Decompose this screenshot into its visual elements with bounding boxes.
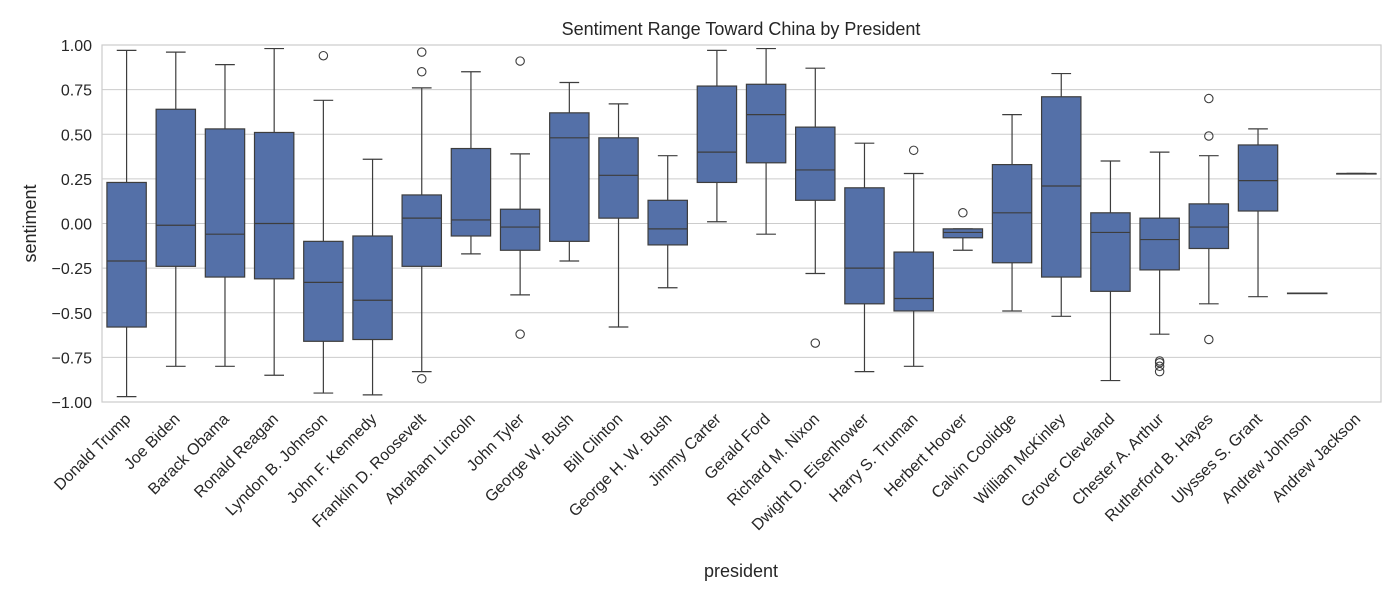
x-tick-label: Donald Trump: [51, 411, 134, 494]
box-group: [991, 114, 1033, 312]
box-group: [1286, 292, 1328, 295]
x-tick-label: Calvin Coolidge: [929, 411, 1020, 502]
iqr-box: [106, 181, 147, 328]
x-tick-label: John F. Kennedy: [284, 411, 380, 507]
iqr-box: [647, 199, 688, 246]
chart-title: Sentiment Range Toward China by Presiden…: [562, 19, 921, 39]
box-group: [795, 67, 836, 348]
y-tick-label: −1.00: [52, 395, 93, 412]
iqr-box: [696, 85, 738, 184]
iqr-box: [745, 83, 787, 164]
box-group: [303, 50, 344, 394]
y-tick-label: 0.25: [61, 172, 92, 189]
box-group: [253, 47, 295, 376]
iqr-box: [204, 128, 246, 278]
iqr-box: [401, 194, 443, 267]
iqr-box: [155, 108, 197, 267]
box-group: [647, 155, 688, 289]
box-group: [204, 64, 246, 367]
outlier-point: [1204, 93, 1214, 104]
y-tick-label: −0.50: [52, 306, 93, 323]
box-group: [155, 51, 197, 367]
box-group: [549, 81, 590, 262]
box-group: [1188, 93, 1230, 345]
x-tick-label: Andrew Johnson: [1219, 411, 1315, 507]
outlier-point: [515, 329, 525, 339]
x-tick-label: Ulysses S. Grant: [1169, 410, 1266, 507]
iqr-box: [352, 235, 393, 341]
iqr-box: [991, 163, 1033, 264]
x-tick-label: Abraham Lincoln: [382, 411, 479, 508]
x-tick-label: Grover Cleveland: [1018, 411, 1118, 511]
iqr-box: [1188, 203, 1230, 250]
iqr-box: [303, 240, 344, 342]
outlier-point: [958, 208, 968, 218]
outlier-point: [1204, 334, 1214, 345]
box-group: [942, 208, 984, 251]
box-group: [1090, 160, 1131, 382]
outlier-point: [416, 374, 427, 384]
box-group: [106, 49, 147, 398]
plot-frame: [101, 44, 1382, 403]
outlier-point: [416, 67, 427, 77]
outlier-point: [416, 47, 427, 57]
iqr-box: [549, 112, 590, 242]
box-group: [450, 71, 492, 255]
iqr-box: [1040, 96, 1082, 278]
y-tick-label: 1.00: [61, 38, 92, 55]
iqr-box: [598, 137, 639, 219]
iqr-box: [1090, 212, 1131, 292]
iqr-box: [795, 126, 836, 201]
y-tick-label: 0.75: [61, 83, 92, 100]
iqr-box: [1139, 217, 1180, 271]
box-group: [696, 49, 738, 223]
boxes: [106, 47, 1377, 398]
outlier-point: [1204, 131, 1214, 141]
x-axis-label: president: [704, 561, 778, 581]
box-group: [598, 103, 639, 328]
x-tick-label: Richard M. Nixon: [724, 411, 823, 510]
x-tick-label: George W. Bush: [482, 411, 577, 506]
box-group: [1336, 172, 1377, 175]
outlier-point: [515, 56, 525, 66]
iqr-box: [893, 251, 934, 312]
y-axis-label: sentiment: [20, 184, 40, 262]
x-tick-label: Harry S. Truman: [826, 411, 921, 506]
box-group: [1139, 151, 1180, 377]
x-tick-label: Ronald Reagan: [191, 411, 282, 502]
y-tick-labels: 1.00 0.75 0.50 0.25 0.00 −0.25 −0.50 −0.75 −1.00: [52, 38, 93, 412]
y-tick-label: −0.75: [52, 350, 93, 367]
iqr-box: [844, 187, 885, 305]
iqr-box: [450, 147, 492, 237]
box-group: [1040, 72, 1082, 317]
iqr-box: [942, 228, 984, 239]
x-tick-label: William McKinley: [972, 411, 1070, 509]
outlier-point: [318, 50, 329, 61]
box-group: [499, 56, 541, 339]
x-tick-label: Herbert Hoover: [881, 410, 971, 500]
y-tick-label: 0.50: [61, 127, 92, 144]
x-tick-label: Chester A. Arthur: [1069, 410, 1168, 509]
box-group: [1237, 128, 1279, 298]
y-tick-label: 0.00: [61, 217, 92, 234]
box-group: [893, 145, 934, 367]
iqr-box: [1237, 144, 1279, 212]
box-group: [401, 47, 443, 384]
outlier-point: [1154, 366, 1165, 377]
box-group: [352, 158, 393, 396]
x-tick-label: Andrew Jackson: [1269, 411, 1364, 506]
outlier-point: [908, 145, 919, 156]
outlier-point: [1154, 361, 1165, 372]
box-group: [844, 142, 885, 373]
iqr-box: [499, 208, 541, 251]
box-group: [745, 47, 787, 235]
iqr-box: [253, 131, 295, 280]
y-tick-label: −0.25: [52, 261, 93, 278]
outlier-point: [810, 338, 821, 348]
